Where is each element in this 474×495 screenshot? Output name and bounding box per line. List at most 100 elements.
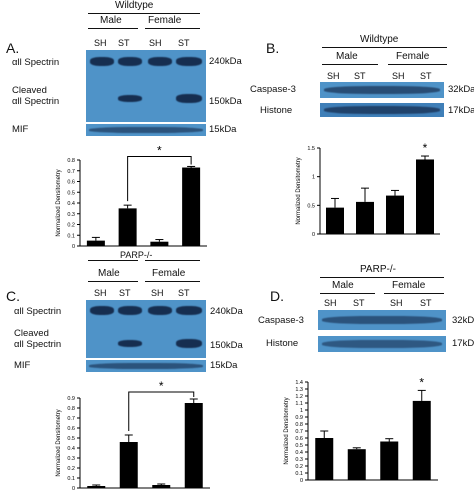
densitometry-bar-chart: 0 0.5 1 1.5 Normalized Densitometry * xyxy=(296,141,440,238)
y-tick-label: 0.2 xyxy=(67,223,75,229)
panel-letter: D. xyxy=(270,288,284,304)
panel-letter: A. xyxy=(6,40,20,56)
significance-star: * xyxy=(159,379,164,393)
group-label-female: Female xyxy=(396,51,430,62)
y-tick-label: 0.7 xyxy=(67,416,75,422)
densitometry-bar-chart: 00.10.20.30.40.50.60.70.80.911.11.21.31.… xyxy=(284,375,438,484)
lane-label: ST xyxy=(178,38,190,48)
y-tick-label: 0.1 xyxy=(67,233,75,239)
y-axis-label: Normalized Densitometry xyxy=(296,157,302,224)
bar xyxy=(315,438,334,480)
bar xyxy=(118,208,137,246)
y-tick-label: 1.5 xyxy=(307,146,315,152)
panel-a: A. Wildtype Male Female SH ST SH ST αll … xyxy=(0,0,242,260)
y-tick-label: 1 xyxy=(312,175,315,181)
bar xyxy=(386,195,404,234)
blot-row-label: Histone xyxy=(266,338,299,349)
lane-label: SH xyxy=(151,288,164,298)
male-underline xyxy=(88,28,138,29)
y-tick-label: 0 xyxy=(72,244,75,250)
blot-row-label: Cleaved αll Spectrin xyxy=(12,85,60,107)
y-tick-label: 1 xyxy=(300,408,303,414)
y-tick-label: 0 xyxy=(312,232,315,238)
y-tick-label: 1.3 xyxy=(295,387,303,393)
blot-band xyxy=(176,94,202,103)
y-tick-label: 0.5 xyxy=(67,190,75,196)
y-tick-label: 0.6 xyxy=(67,180,75,186)
lane-label: SH xyxy=(390,298,403,308)
bar xyxy=(326,207,344,234)
bar xyxy=(150,241,169,246)
blot-row-label: MIF xyxy=(14,360,31,371)
y-tick-label: 0.1 xyxy=(295,471,303,477)
y-tick-label: 0.8 xyxy=(295,422,303,428)
lane-label: ST xyxy=(119,288,131,298)
significance-star: * xyxy=(423,141,428,155)
title-underline xyxy=(88,13,200,14)
panel-b: B. Wildtype Male Female SH ST SH ST Casp… xyxy=(240,0,474,250)
y-tick-label: 0.8 xyxy=(67,406,75,412)
y-tick-label: 0.6 xyxy=(295,436,303,442)
female-underline xyxy=(145,281,200,282)
molecular-weight-label: 150kDa xyxy=(209,96,242,107)
lane-label: SH xyxy=(324,298,337,308)
bar xyxy=(152,485,171,488)
panel-d: D. PARP-/- Male Female SH ST SH ST Caspa… xyxy=(240,258,474,495)
female-underline xyxy=(145,260,200,261)
group-label-male: Male xyxy=(98,268,120,279)
y-tick-label: 0.4 xyxy=(67,446,75,452)
bar xyxy=(347,449,366,480)
blot-band xyxy=(176,339,202,348)
lane-label: ST xyxy=(354,71,366,81)
y-tick-label: 0 xyxy=(72,486,75,492)
y-axis-label: Normalized Densitometry xyxy=(56,169,62,236)
lane-label: SH xyxy=(392,71,405,81)
y-tick-label: 0.4 xyxy=(67,201,75,207)
bar xyxy=(412,400,431,480)
male-underline xyxy=(88,260,138,261)
bar xyxy=(119,442,138,488)
y-tick-label: 0.9 xyxy=(67,396,75,402)
y-tick-label: 0.9 xyxy=(295,415,303,421)
blot-band xyxy=(90,306,114,315)
title-underline xyxy=(322,47,447,48)
y-tick-label: 0.8 xyxy=(67,158,75,164)
significance-bracket xyxy=(128,391,195,431)
molecular-weight-label: 15kDa xyxy=(209,124,237,135)
lane-label: ST xyxy=(353,298,365,308)
blot-band xyxy=(89,127,203,133)
blot-band xyxy=(118,57,142,66)
molecular-weight-label: 17kDa xyxy=(452,338,474,349)
panel-c: C. Male Female SH ST SH ST αll Spectrin … xyxy=(0,258,243,495)
y-tick-label: 0.3 xyxy=(67,212,75,218)
molecular-weight-label: 32kDa xyxy=(452,315,474,326)
blot-band xyxy=(176,57,202,66)
western-blot-image xyxy=(86,360,206,372)
blot-row-label: Caspase-3 xyxy=(258,315,304,326)
blot-band xyxy=(324,86,440,94)
panel-letter: C. xyxy=(6,288,20,304)
bar xyxy=(416,159,434,234)
y-tick-label: 0.6 xyxy=(67,426,75,432)
blot-row-label: Caspase-3 xyxy=(250,84,296,95)
y-tick-label: 0.2 xyxy=(67,466,75,472)
female-underline xyxy=(388,64,447,65)
y-tick-label: 0.3 xyxy=(295,457,303,463)
blot-row-label: MIF xyxy=(12,124,29,135)
significance-bracket xyxy=(127,155,192,202)
bar xyxy=(87,486,106,488)
y-tick-label: 0.7 xyxy=(295,429,303,435)
western-blot-image xyxy=(86,124,206,136)
y-tick-label: 0.4 xyxy=(295,450,303,456)
significance-star: * xyxy=(419,375,424,389)
group-label-male: Male xyxy=(336,51,358,62)
blot-band xyxy=(118,340,142,347)
lane-label: SH xyxy=(149,38,162,48)
panel-title: PARP-/- xyxy=(360,264,396,275)
blot-row-label: Cleaved αll Spectrin xyxy=(14,328,62,350)
densitometry-bar-chart: 0 0.1 0.2 0.3 0.4 0.5 0.6 0.7 0.8 0.9 Normalized D… xyxy=(56,379,210,492)
western-blot-image xyxy=(320,103,444,117)
densitometry-bar-chart: 0 0.1 0.2 0.3 0.4 0.5 0.6 0.7 0.8 Normalized Dens… xyxy=(56,143,207,250)
molecular-weight-label: 32kDa xyxy=(448,84,474,95)
panel-title: Wildtype xyxy=(115,0,154,11)
